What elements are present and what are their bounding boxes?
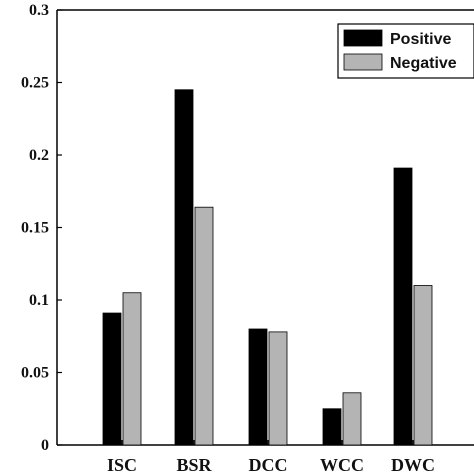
- y-tick-label: 0.2: [29, 147, 49, 164]
- bar-positive-wcc: [322, 408, 342, 446]
- x-tick-label: ISC: [107, 455, 137, 474]
- legend-label-negative: Negative: [390, 55, 457, 72]
- bar-negative-isc: [122, 292, 142, 446]
- legend-swatch-positive: [343, 29, 383, 47]
- bar-positive-isc: [102, 312, 122, 446]
- y-tick-label: 0.1: [29, 292, 49, 309]
- y-tick-label: 0.15: [21, 220, 49, 237]
- y-tick-label: 0: [41, 437, 49, 454]
- x-tick-label: BSR: [176, 455, 212, 474]
- y-axis-ticks: 0 0.05 0.1 0.15 0.2 0.25 0.3: [21, 2, 62, 454]
- bar-negative-dcc: [268, 331, 288, 446]
- x-tick-label: WCC: [320, 455, 364, 474]
- x-tick-label: DWC: [391, 455, 435, 474]
- y-tick-label: 0.05: [21, 365, 49, 382]
- bar-positive-dcc: [248, 328, 268, 446]
- legend: Positive Negative: [337, 23, 474, 79]
- bars: [102, 89, 433, 446]
- x-axis-ticks: ISC BSR DCC WCC DWC: [107, 440, 435, 474]
- y-tick-label: 0.3: [29, 2, 49, 19]
- bar-negative-wcc: [342, 392, 362, 446]
- x-tick-label: DCC: [249, 455, 288, 474]
- bar-negative-bsr: [194, 206, 214, 446]
- bar-positive-bsr: [174, 89, 194, 446]
- bar-negative-dwc: [413, 285, 433, 446]
- legend-swatch-negative: [343, 53, 383, 71]
- bar-positive-dwc: [393, 167, 413, 446]
- y-tick-label: 0.25: [21, 75, 49, 92]
- legend-label-positive: Positive: [390, 31, 451, 48]
